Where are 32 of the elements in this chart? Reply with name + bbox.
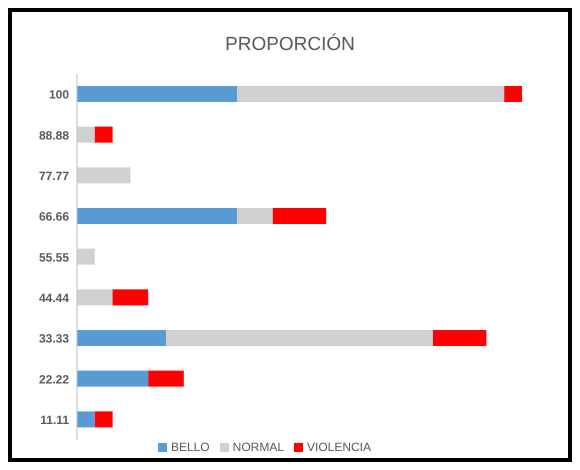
y-tick-label: 77.77	[38, 168, 70, 183]
bar	[237, 208, 273, 224]
y-tick-label: 100	[48, 88, 70, 102]
bar	[148, 370, 184, 387]
y-tick-label: 44.44	[38, 290, 70, 305]
bar	[433, 330, 486, 346]
legend-label: NORMAL	[232, 440, 284, 454]
bar	[272, 208, 326, 224]
bar	[77, 167, 130, 184]
bar	[166, 330, 433, 346]
y-tick-label: 88.88	[38, 128, 70, 142]
bar	[77, 126, 95, 143]
legend-label: BELLO	[170, 440, 210, 454]
legend-label: VIOLENCIA	[307, 440, 372, 454]
bar	[77, 411, 95, 428]
bar	[112, 289, 148, 306]
bar	[94, 411, 113, 428]
bar	[237, 86, 504, 102]
bar	[77, 248, 95, 265]
chart-title: PROPORCIÓN	[224, 32, 356, 57]
y-tick-label: 33.33	[38, 332, 70, 346]
bar	[77, 370, 148, 387]
bar	[77, 208, 238, 224]
bar	[504, 86, 522, 102]
bar	[77, 86, 238, 102]
bar	[77, 330, 166, 346]
y-tick-label: 11.11	[40, 412, 70, 427]
y-tick-label: 22.22	[38, 372, 70, 386]
bar	[77, 289, 113, 306]
bar	[94, 126, 113, 143]
y-tick-label: 66.66	[38, 210, 70, 224]
y-tick-label: 55.55	[38, 250, 70, 264]
